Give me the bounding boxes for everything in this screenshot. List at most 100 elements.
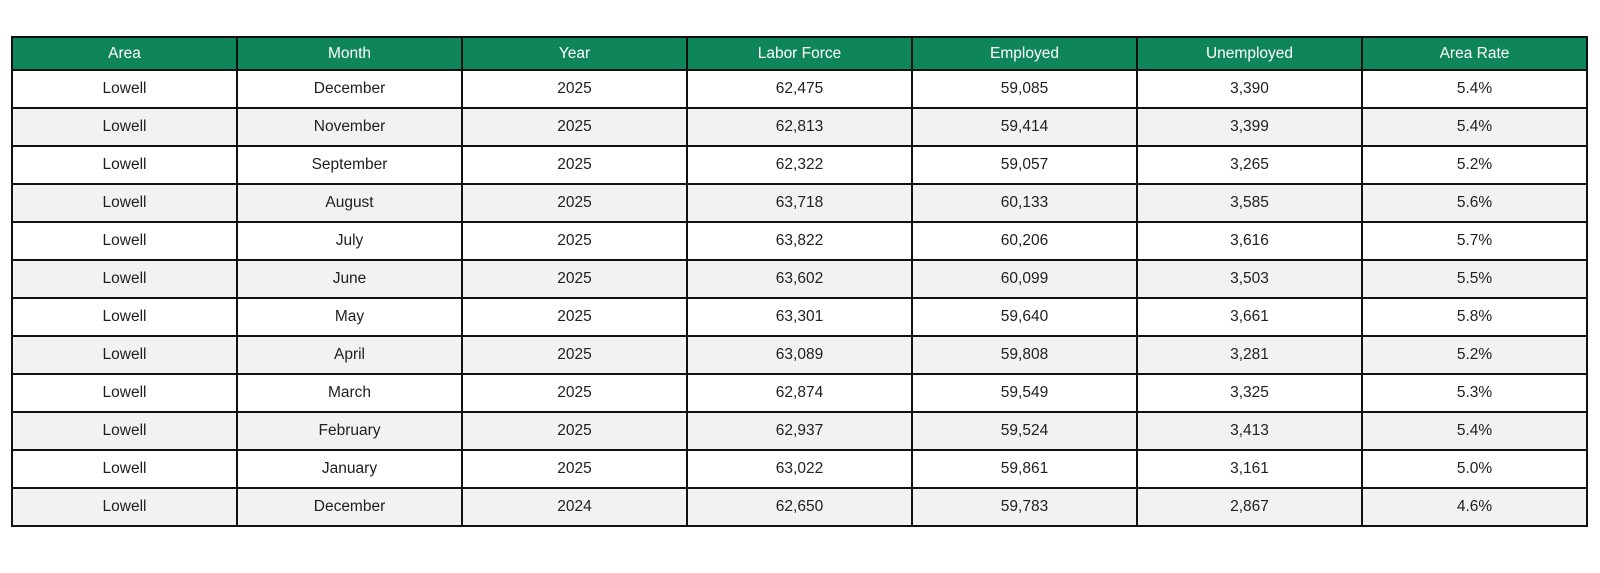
cell-unemployed: 3,585 [1136, 183, 1363, 223]
cell-labor-force: 63,718 [686, 183, 913, 223]
cell-labor-force: 63,022 [686, 449, 913, 489]
cell-year: 2025 [461, 297, 688, 337]
cell-area-rate: 5.2% [1361, 335, 1588, 375]
cell-year: 2025 [461, 335, 688, 375]
cell-year: 2025 [461, 411, 688, 451]
column-header-year: Year [461, 36, 688, 71]
cell-labor-force: 62,650 [686, 487, 913, 527]
table-body: Lowell December 2025 62,475 59,085 3,390… [11, 69, 1588, 527]
cell-month: January [236, 449, 463, 489]
cell-area: Lowell [11, 373, 238, 413]
cell-labor-force: 62,475 [686, 69, 913, 109]
cell-employed: 59,524 [911, 411, 1138, 451]
cell-month: December [236, 69, 463, 109]
cell-employed: 59,549 [911, 373, 1138, 413]
cell-area-rate: 5.5% [1361, 259, 1588, 299]
column-header-employed: Employed [911, 36, 1138, 71]
cell-employed: 60,206 [911, 221, 1138, 261]
cell-year: 2025 [461, 183, 688, 223]
cell-month: December [236, 487, 463, 527]
cell-month: February [236, 411, 463, 451]
cell-year: 2024 [461, 487, 688, 527]
cell-area: Lowell [11, 145, 238, 185]
column-header-unemployed: Unemployed [1136, 36, 1363, 71]
cell-month: June [236, 259, 463, 299]
table-row: Lowell July 2025 63,822 60,206 3,616 5.7… [11, 221, 1588, 261]
cell-unemployed: 3,661 [1136, 297, 1363, 337]
table-row: Lowell December 2025 62,475 59,085 3,390… [11, 69, 1588, 109]
cell-unemployed: 3,390 [1136, 69, 1363, 109]
cell-labor-force: 62,813 [686, 107, 913, 147]
cell-area-rate: 5.0% [1361, 449, 1588, 489]
cell-area: Lowell [11, 259, 238, 299]
cell-area: Lowell [11, 411, 238, 451]
table-row: Lowell September 2025 62,322 59,057 3,26… [11, 145, 1588, 185]
cell-area-rate: 5.2% [1361, 145, 1588, 185]
cell-area: Lowell [11, 297, 238, 337]
cell-area-rate: 4.6% [1361, 487, 1588, 527]
labor-force-statistics-table: Area Month Year Labor Force Employed Une… [11, 36, 1588, 527]
cell-year: 2025 [461, 107, 688, 147]
cell-year: 2025 [461, 449, 688, 489]
cell-area-rate: 5.6% [1361, 183, 1588, 223]
cell-employed: 59,783 [911, 487, 1138, 527]
cell-area: Lowell [11, 449, 238, 489]
cell-area: Lowell [11, 487, 238, 527]
cell-employed: 59,861 [911, 449, 1138, 489]
table-row: Lowell December 2024 62,650 59,783 2,867… [11, 487, 1588, 527]
cell-month: March [236, 373, 463, 413]
table-row: Lowell January 2025 63,022 59,861 3,161 … [11, 449, 1588, 489]
cell-unemployed: 3,161 [1136, 449, 1363, 489]
cell-employed: 59,808 [911, 335, 1138, 375]
table-header: Area Month Year Labor Force Employed Une… [11, 36, 1588, 71]
cell-year: 2025 [461, 259, 688, 299]
cell-labor-force: 62,937 [686, 411, 913, 451]
cell-employed: 59,085 [911, 69, 1138, 109]
cell-unemployed: 3,325 [1136, 373, 1363, 413]
cell-area-rate: 5.8% [1361, 297, 1588, 337]
cell-unemployed: 3,413 [1136, 411, 1363, 451]
cell-area-rate: 5.4% [1361, 69, 1588, 109]
cell-year: 2025 [461, 221, 688, 261]
cell-labor-force: 62,322 [686, 145, 913, 185]
cell-area: Lowell [11, 183, 238, 223]
column-header-labor-force: Labor Force [686, 36, 913, 71]
cell-unemployed: 2,867 [1136, 487, 1363, 527]
table-row: Lowell April 2025 63,089 59,808 3,281 5.… [11, 335, 1588, 375]
table-row: Lowell May 2025 63,301 59,640 3,661 5.8% [11, 297, 1588, 337]
table-row: Lowell August 2025 63,718 60,133 3,585 5… [11, 183, 1588, 223]
table-row: Lowell March 2025 62,874 59,549 3,325 5.… [11, 373, 1588, 413]
table-row: Lowell June 2025 63,602 60,099 3,503 5.5… [11, 259, 1588, 299]
cell-unemployed: 3,281 [1136, 335, 1363, 375]
cell-unemployed: 3,265 [1136, 145, 1363, 185]
table-row: Lowell February 2025 62,937 59,524 3,413… [11, 411, 1588, 451]
cell-area: Lowell [11, 107, 238, 147]
cell-month: August [236, 183, 463, 223]
cell-area-rate: 5.7% [1361, 221, 1588, 261]
cell-area: Lowell [11, 69, 238, 109]
cell-unemployed: 3,503 [1136, 259, 1363, 299]
cell-labor-force: 63,602 [686, 259, 913, 299]
cell-month: April [236, 335, 463, 375]
cell-labor-force: 62,874 [686, 373, 913, 413]
cell-area: Lowell [11, 221, 238, 261]
cell-year: 2025 [461, 69, 688, 109]
cell-year: 2025 [461, 145, 688, 185]
header-row: Area Month Year Labor Force Employed Une… [11, 36, 1588, 71]
cell-unemployed: 3,616 [1136, 221, 1363, 261]
cell-area-rate: 5.4% [1361, 411, 1588, 451]
cell-labor-force: 63,301 [686, 297, 913, 337]
cell-area: Lowell [11, 335, 238, 375]
cell-labor-force: 63,822 [686, 221, 913, 261]
table-row: Lowell November 2025 62,813 59,414 3,399… [11, 107, 1588, 147]
column-header-area-rate: Area Rate [1361, 36, 1588, 71]
cell-employed: 60,099 [911, 259, 1138, 299]
cell-month: July [236, 221, 463, 261]
cell-area-rate: 5.4% [1361, 107, 1588, 147]
cell-area-rate: 5.3% [1361, 373, 1588, 413]
cell-employed: 60,133 [911, 183, 1138, 223]
cell-year: 2025 [461, 373, 688, 413]
cell-month: November [236, 107, 463, 147]
cell-employed: 59,414 [911, 107, 1138, 147]
